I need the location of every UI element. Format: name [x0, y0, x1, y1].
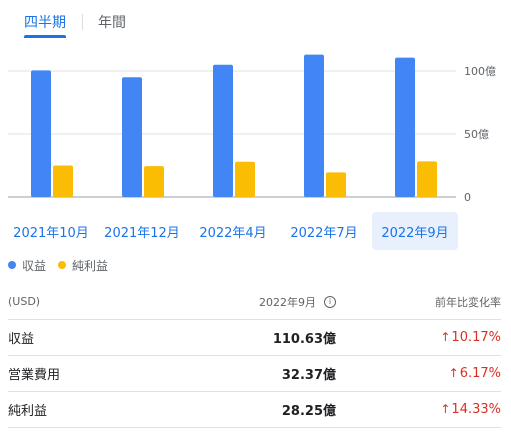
header-unit: (USD)	[8, 295, 41, 308]
category-label-1[interactable]: 2021年12月	[104, 225, 180, 241]
table-header: (USD) 2022年9月 i 前年比変化率	[8, 284, 501, 320]
bar-net-income-1[interactable]	[144, 166, 164, 197]
chart-legend: 収益 純利益	[8, 256, 120, 274]
row-change-value: 10.17%	[451, 330, 501, 345]
financials-bar-chart: 0 50億 100億	[8, 54, 496, 204]
row-label: 収益	[8, 332, 35, 347]
active-tab-indicator	[24, 35, 66, 38]
table-row-operating-expense: 営業費用 32.37億 ↑6.17%	[8, 356, 501, 392]
arrow-up-icon: ↑	[440, 402, 451, 416]
row-change-value: 6.17%	[459, 366, 501, 381]
row-value: 110.63億	[272, 332, 336, 347]
financials-table: (USD) 2022年9月 i 前年比変化率 収益 110.63億 ↑10.17…	[8, 284, 501, 428]
chart-y-ticks: 0 50億 100億	[464, 65, 496, 204]
bar-revenue-3[interactable]	[304, 54, 324, 198]
category-labels: 2021年10月 2021年12月 2022年4月 2022年7月 2022年9月	[0, 212, 511, 252]
bar-revenue-2[interactable]	[213, 64, 233, 197]
legend-dot-revenue	[8, 261, 16, 269]
row-change: ↑14.33%	[336, 402, 501, 417]
table-row-revenue: 収益 110.63億 ↑10.17%	[8, 320, 501, 356]
legend-dot-net-income	[58, 261, 67, 269]
row-change: ↑10.17%	[336, 330, 501, 345]
category-label-2[interactable]: 2022年4月	[199, 225, 267, 241]
tab-divider	[82, 14, 83, 30]
category-label-4[interactable]: 2022年9月	[372, 212, 458, 250]
category-label-3[interactable]: 2022年7月	[290, 225, 358, 241]
row-change: ↑6.17%	[336, 366, 501, 381]
info-icon[interactable]: i	[324, 295, 336, 308]
bar-revenue-0[interactable]	[31, 70, 51, 197]
bar-net-income-2[interactable]	[235, 161, 255, 197]
bar-net-income-0[interactable]	[53, 165, 73, 198]
legend-label-revenue: 収益	[22, 258, 47, 273]
header-change: 前年比変化率	[435, 295, 501, 309]
row-label: 営業費用	[8, 368, 61, 383]
header-period: 2022年9月 i	[208, 294, 336, 310]
y-tick-label: 0	[464, 191, 471, 204]
table-row-net-income: 純利益 28.25億 ↑14.33%	[8, 392, 501, 428]
legend-label-net-income: 純利益	[72, 258, 109, 273]
header-period-label: 2022年9月	[259, 295, 316, 309]
row-value: 28.25億	[281, 404, 336, 419]
bar-revenue-4[interactable]	[395, 57, 415, 197]
arrow-up-icon: ↑	[448, 366, 459, 380]
row-label: 純利益	[8, 404, 48, 419]
bar-net-income-3[interactable]	[326, 172, 346, 197]
category-label-0[interactable]: 2021年10月	[13, 225, 89, 241]
row-value: 32.37億	[281, 368, 336, 383]
bar-net-income-4[interactable]	[417, 161, 437, 197]
legend-item-net-income: 純利益	[58, 257, 108, 274]
legend-item-revenue: 収益	[8, 257, 46, 274]
tab-annual[interactable]: 年間	[98, 15, 126, 31]
arrow-up-icon: ↑	[440, 330, 451, 344]
tab-quarterly[interactable]: 四半期	[24, 15, 66, 31]
y-tick-label: 100億	[464, 65, 496, 78]
bar-revenue-1[interactable]	[122, 77, 142, 197]
chart-bars	[31, 54, 437, 198]
row-change-value: 14.33%	[451, 402, 501, 417]
period-tabs: 四半期 年間	[0, 0, 511, 40]
y-tick-label: 50億	[464, 128, 489, 141]
